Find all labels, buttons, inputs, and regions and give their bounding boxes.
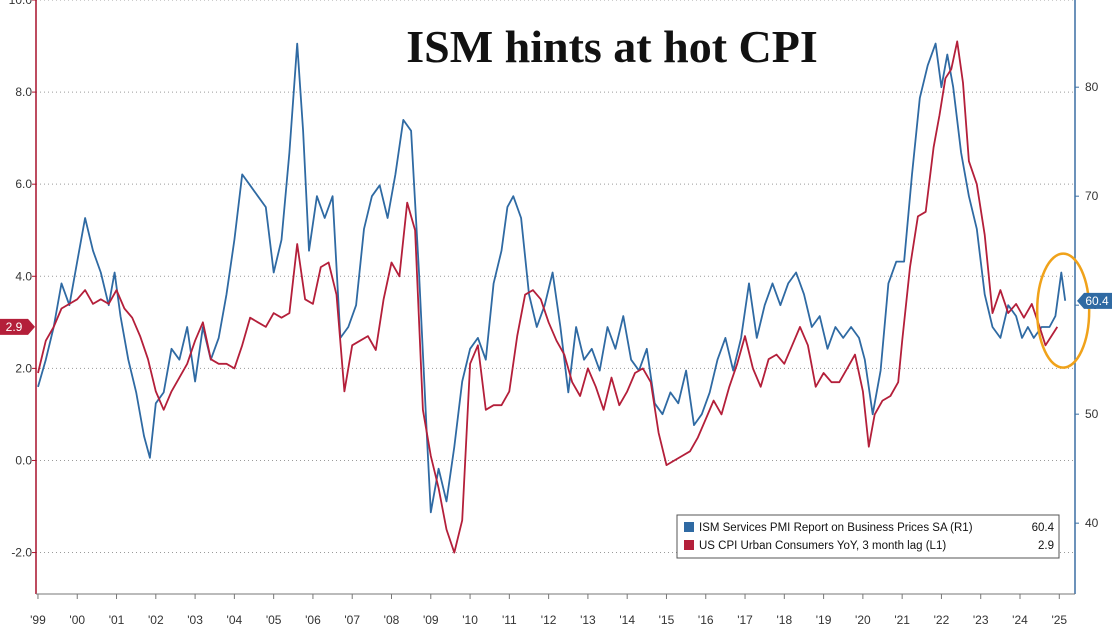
- x-tick-label: '05: [266, 613, 282, 627]
- right-tick-label: 80: [1085, 80, 1099, 94]
- legend-box: [676, 514, 1060, 559]
- cpi-last-value-tag: [0, 318, 35, 335]
- series-lines: [37, 40, 1067, 554]
- x-tick-label: '01: [109, 613, 125, 627]
- left-tick-label: 0.0: [15, 453, 32, 467]
- right-tick-label: 40: [1085, 516, 1099, 530]
- x-tick-label: '09: [423, 613, 439, 627]
- legend-label-cpi: US CPI Urban Consumers YoY, 3 month lag …: [699, 540, 946, 552]
- x-tick-label: '16: [698, 613, 714, 627]
- legend: ISM Services PMI Report on Business Pric…: [676, 514, 1060, 559]
- x-tick-label: '10: [462, 613, 478, 627]
- x-tick-label: '25: [1051, 613, 1067, 627]
- left-tick-label: 8.0: [15, 85, 32, 99]
- legend-swatch-cpi: [684, 540, 694, 550]
- x-tick-label: '23: [973, 613, 989, 627]
- right-tick-label: 70: [1085, 189, 1099, 203]
- left-tick-label: 6.0: [15, 177, 32, 191]
- x-tick-label: '24: [1012, 613, 1028, 627]
- x-tick-label: '99: [30, 613, 46, 627]
- x-tick-label: '02: [148, 613, 164, 627]
- x-tick-label: '15: [659, 613, 675, 627]
- x-tick-label: '17: [737, 613, 753, 627]
- cpi-last-value: 2.9: [6, 320, 23, 334]
- axis-ticks: 10.08.06.04.02.00.0-2.08070605040'99'00'…: [9, 0, 1099, 627]
- x-tick-label: '11: [502, 613, 517, 627]
- ism-last-value-tag: [1077, 292, 1112, 309]
- x-tick-label: '20: [855, 613, 871, 627]
- legend-label-ism: ISM Services PMI Report on Business Pric…: [699, 522, 973, 534]
- x-tick-label: '04: [227, 613, 243, 627]
- x-tick-label: '07: [344, 613, 360, 627]
- x-tick-label: '06: [305, 613, 321, 627]
- x-tick-label: '12: [541, 613, 557, 627]
- left-tick-label: -2.0: [11, 546, 32, 560]
- legend-value-ism: 60.4: [1032, 522, 1055, 534]
- x-tick-label: '03: [187, 613, 203, 627]
- legend-value-cpi: 2.9: [1038, 540, 1054, 552]
- x-tick-label: '19: [816, 613, 832, 627]
- left-tick-label: 4.0: [15, 269, 32, 283]
- legend-swatch-ism: [684, 522, 694, 532]
- x-tick-label: '00: [69, 613, 85, 627]
- left-tick-label: 2.0: [15, 361, 32, 375]
- x-tick-label: '13: [580, 613, 596, 627]
- highlight-circle: [1035, 252, 1091, 369]
- series-line-cpi: [37, 40, 1059, 554]
- x-tick-label: '14: [619, 613, 635, 627]
- ism-last-value: 60.4: [1085, 294, 1109, 308]
- x-tick-label: '08: [384, 613, 400, 627]
- x-tick-label: '22: [934, 613, 950, 627]
- left-tick-label: 10.0: [9, 0, 33, 7]
- value-labels: 2.9 60.4: [0, 292, 1112, 335]
- highlight: [1035, 252, 1091, 369]
- x-tick-label: '18: [776, 613, 792, 627]
- right-tick-label: 50: [1085, 407, 1099, 421]
- chart-title: ISM hints at hot CPI: [406, 21, 818, 72]
- x-tick-label: '21: [894, 613, 910, 627]
